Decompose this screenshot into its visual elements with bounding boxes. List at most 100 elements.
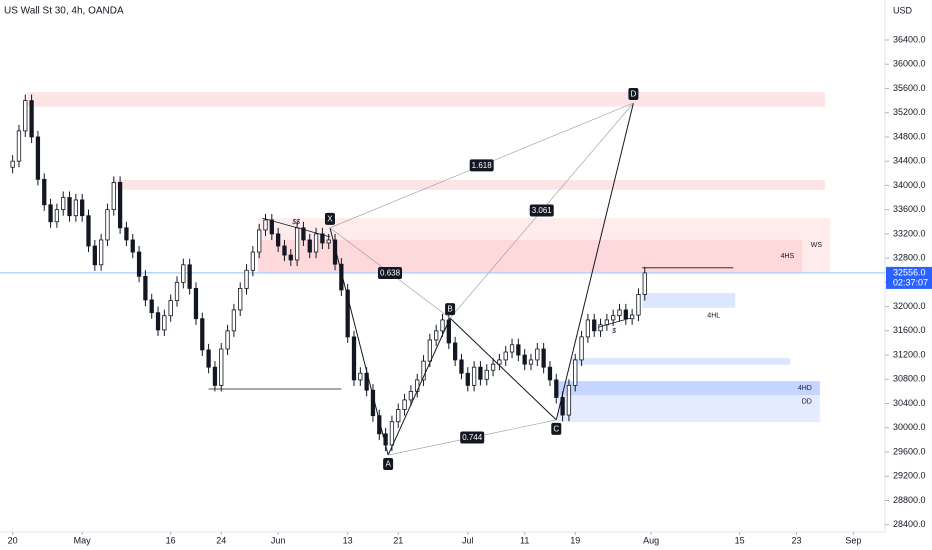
candle-body (174, 281, 180, 301)
candle-body (16, 130, 22, 162)
x-tick-label: 21 (393, 535, 403, 545)
candle-body (117, 181, 123, 229)
candle-body (212, 366, 218, 386)
candle-body (332, 239, 338, 265)
candle-body (573, 359, 578, 386)
candle-body (23, 100, 28, 132)
y-tick-label: 32000.0 (893, 301, 926, 311)
candle-body (585, 319, 591, 338)
candle-body (478, 366, 483, 380)
candle-body (377, 415, 382, 435)
candle-body (282, 245, 287, 256)
candle-body (257, 229, 262, 253)
y-tick-label: 36400.0 (893, 34, 926, 44)
chart-title: US Wall St 30, 4h, OANDA (4, 6, 124, 17)
candle-body (566, 384, 572, 416)
candle-body (92, 245, 97, 266)
x-tick-label: 20 (8, 535, 18, 545)
y-tick-label: 34400.0 (893, 156, 926, 166)
ratio-label: 3.061 (532, 206, 553, 215)
x-tick-label: 15 (735, 535, 745, 545)
zone (558, 381, 820, 396)
candle-body (497, 359, 502, 365)
candle-body (250, 251, 255, 271)
candle-body (364, 372, 369, 391)
candle-body (168, 300, 173, 317)
x-tick-label: 11 (520, 535, 529, 545)
candle-body (490, 363, 496, 371)
zone-label: WS (811, 242, 823, 249)
candle-body (642, 272, 647, 295)
candle-body (421, 360, 426, 381)
pattern-point-label: A (385, 460, 391, 469)
candle-body (579, 336, 584, 361)
candle-body (86, 215, 91, 247)
price-tag-label: 32556.0 (893, 267, 926, 277)
liquidity-line (597, 317, 631, 328)
candle-body (339, 263, 344, 291)
candle-body (105, 209, 110, 241)
candle-body (10, 160, 15, 168)
x-tick-label: 13 (343, 535, 353, 545)
countdown: 02:37:07 (893, 277, 928, 287)
candle-body (219, 348, 224, 386)
candle-body (200, 318, 205, 351)
candle-body (522, 354, 527, 365)
candle-body (99, 239, 104, 266)
y-tick-label: 32800.0 (893, 252, 926, 262)
candle-body (389, 421, 395, 446)
candle-body (61, 197, 66, 211)
candle-body (465, 372, 470, 386)
candle-body (42, 178, 47, 206)
y-tick-label: 28800.0 (893, 495, 926, 505)
candle-body (484, 369, 489, 380)
y-tick-label: 35200.0 (893, 107, 926, 117)
zone (642, 292, 736, 308)
y-tick-label: 29600.0 (893, 446, 926, 456)
candle-body (225, 330, 230, 350)
candle-body (630, 314, 635, 320)
pattern-point-box (324, 212, 335, 225)
candle-body (231, 309, 237, 332)
candle-body (592, 319, 597, 332)
price-tag (886, 266, 932, 289)
liquidity-line (262, 217, 331, 238)
pattern-point-label: X (327, 214, 333, 223)
currency-label: USD (893, 5, 913, 15)
candle-body (124, 227, 129, 241)
y-tick-label: 34800.0 (893, 131, 926, 141)
candle-body (320, 233, 325, 244)
candle-body (288, 254, 293, 261)
x-tick-label: Sep (845, 535, 861, 545)
candle-body (554, 379, 559, 398)
candle-body (35, 136, 41, 180)
zone (257, 239, 803, 273)
plot: WS4HS4HL4HDDD$$$1.6180.6383.0610.744XABC… (0, 88, 885, 471)
y-tick-label: 33200.0 (893, 228, 926, 238)
candle-body (535, 348, 540, 361)
pattern-leg (329, 227, 389, 456)
x-tick-label: 24 (216, 535, 226, 545)
zone-label: 4HS (781, 253, 795, 260)
candle-body (276, 233, 281, 247)
y-tick-label: 29200.0 (893, 471, 926, 481)
pattern-point-label: C (553, 425, 559, 434)
zone (113, 179, 825, 190)
candle-body (206, 349, 211, 368)
candle-body (408, 391, 414, 401)
ratio-box (378, 266, 403, 279)
x-tick-label: Jul (462, 535, 474, 545)
candle-body (434, 330, 439, 341)
candle-body (111, 181, 116, 211)
candle-body (547, 366, 553, 381)
candle-body (313, 233, 319, 253)
pattern-leg (387, 317, 451, 456)
candle-body (193, 288, 199, 320)
pattern-leg (449, 317, 557, 421)
candle-body (67, 197, 72, 217)
x-tick-label: 19 (570, 535, 580, 545)
x-tick-label: May (74, 535, 92, 545)
liquidity-label: $$ (291, 219, 300, 226)
candle-body (244, 269, 249, 289)
ratio-box (529, 204, 554, 217)
